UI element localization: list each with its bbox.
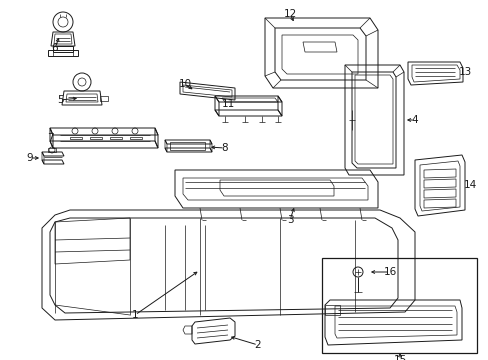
- Text: 1: 1: [131, 310, 138, 320]
- Text: 12: 12: [283, 9, 296, 19]
- Text: 7: 7: [46, 133, 53, 143]
- Text: 3: 3: [286, 215, 293, 225]
- Text: 2: 2: [254, 340, 261, 350]
- Text: 6: 6: [52, 43, 58, 53]
- Text: 11: 11: [221, 99, 234, 109]
- Text: 4: 4: [411, 115, 417, 125]
- Bar: [321, 258, 476, 353]
- Text: 8: 8: [221, 143, 228, 153]
- Text: 10: 10: [178, 79, 191, 89]
- Text: 9: 9: [27, 153, 33, 163]
- Text: 15: 15: [392, 355, 406, 360]
- Text: 13: 13: [457, 67, 470, 77]
- Text: 5: 5: [57, 95, 63, 105]
- Text: 14: 14: [463, 180, 476, 190]
- Text: 16: 16: [383, 267, 396, 277]
